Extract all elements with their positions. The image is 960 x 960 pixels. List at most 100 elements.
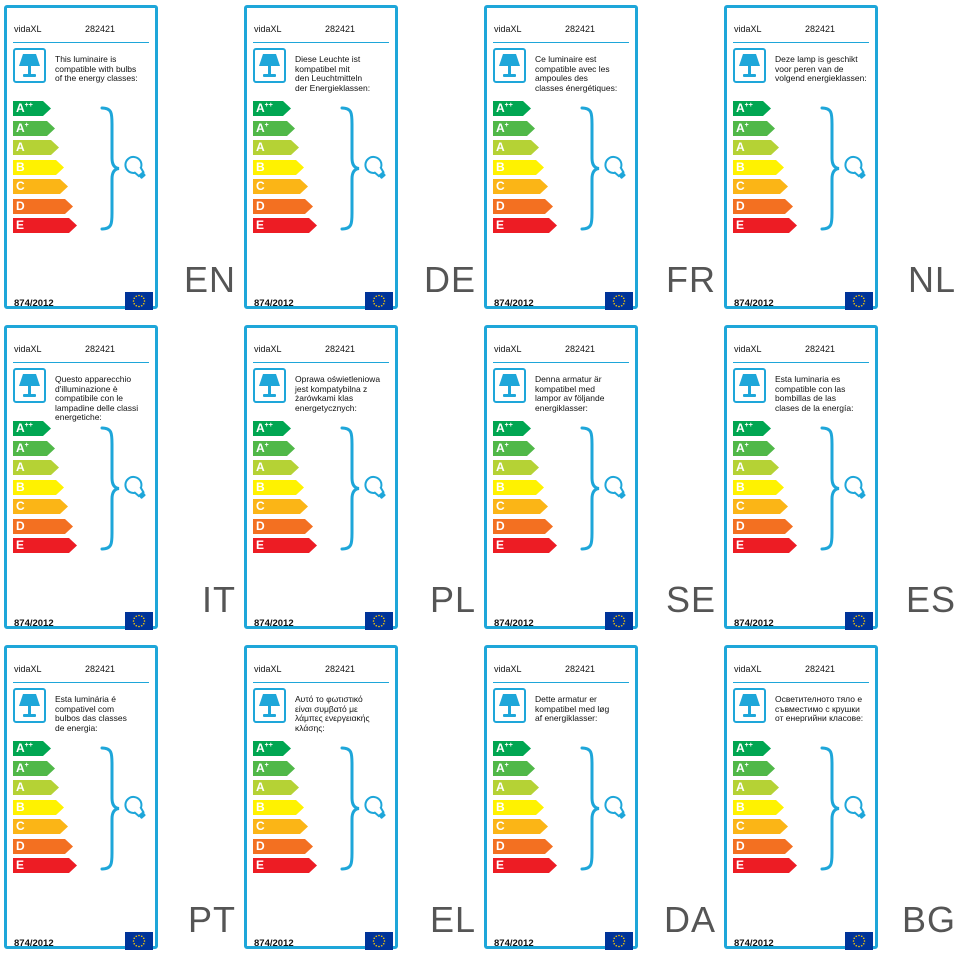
compatibility-text-line: compativel com xyxy=(55,703,115,714)
header-divider xyxy=(13,362,149,363)
energy-class-arrow-shape xyxy=(493,499,548,514)
compatibility-text: Осветителното тяло е съвместимо с крушки о… xyxy=(775,694,875,724)
energy-class-arrow: C xyxy=(493,819,548,834)
compatibility-text-line: kompatibel med løg xyxy=(535,703,610,714)
eu-flag-star xyxy=(133,302,136,305)
label-cell-el: vidaXL 282421 Αυτό το φωτιστικό είναι συμβα… xyxy=(240,640,480,960)
header-divider xyxy=(493,362,629,363)
energy-class-arrow: D xyxy=(253,838,313,854)
energy-class-letter-main: A xyxy=(496,421,505,435)
energy-class-letter-main: C xyxy=(256,499,265,513)
light-bulb-icon xyxy=(601,794,631,822)
light-bulb-icon xyxy=(121,474,151,502)
eu-flag-icon xyxy=(845,292,873,310)
energy-class-arrow: E xyxy=(493,858,557,873)
header-divider xyxy=(493,42,629,43)
light-bulb-shape xyxy=(124,155,146,179)
energy-class-arrow-shape xyxy=(493,101,531,116)
energy-class-letter-main: A xyxy=(736,440,745,455)
compatibility-text: Ce luminaire est compatible avec les ampou… xyxy=(535,54,635,93)
curly-brace-shape xyxy=(820,746,840,871)
energy-class-letter-main: A xyxy=(496,460,505,474)
energy-class-arrow-shape xyxy=(733,838,793,854)
eu-flag-star xyxy=(620,615,623,618)
energy-class-scale: A++ A+ A B C D E xyxy=(733,741,803,875)
table-lamp-icon xyxy=(739,54,760,77)
light-bulb-shape xyxy=(604,155,626,179)
energy-class-letter: A+ xyxy=(496,441,509,458)
product-code: 282421 xyxy=(805,344,836,354)
curly-brace-icon xyxy=(340,746,360,871)
compatibility-text-line: Questo apparecchio xyxy=(55,374,132,384)
energy-class-letter: D xyxy=(736,519,745,534)
energy-class-letter-sup: ++ xyxy=(264,422,273,429)
energy-class-letter-main: A xyxy=(736,101,745,115)
energy-class-arrow: B xyxy=(13,159,64,175)
energy-class-letter-main: A xyxy=(16,741,25,755)
energy-class-letter-sup: + xyxy=(504,121,509,129)
eu-flag-shape xyxy=(125,612,153,630)
energy-class-arrow: E xyxy=(13,538,77,553)
energy-class-arrow-shape xyxy=(13,120,55,136)
eu-flag-star xyxy=(862,622,865,625)
compatibility-text-line: jest kompatybilna z xyxy=(295,383,368,394)
energy-class-arrow-shape xyxy=(493,760,535,776)
compatibility-text-line: ampoules des xyxy=(535,73,588,84)
curly-brace-shape xyxy=(580,106,600,231)
eu-flag-star xyxy=(140,935,143,938)
energy-class-arrow: D xyxy=(493,198,553,214)
energy-class-letter-main: C xyxy=(16,819,25,833)
energy-class-letter-main: D xyxy=(496,518,505,533)
light-bulb-shape xyxy=(124,795,146,819)
energy-class-letter-sup: ++ xyxy=(504,742,513,749)
energy-class-letter-main: D xyxy=(16,198,25,213)
regulation-number: 874/2012 xyxy=(254,618,294,629)
energy-class-letter-main: E xyxy=(736,538,745,552)
energy-class-arrow-shape xyxy=(493,440,535,456)
energy-class-arrow-shape xyxy=(253,741,291,756)
energy-class-letter: A xyxy=(256,460,265,475)
compatibility-text: This luminaire is compatible with bulbs of… xyxy=(55,54,155,84)
energy-label-card: vidaXL 282421 Ce luminaire est compatible a… xyxy=(484,5,638,310)
energy-class-arrow: D xyxy=(733,838,793,854)
eu-flag-star xyxy=(382,937,385,940)
compatibility-text-line: kompatibel med xyxy=(535,383,596,394)
product-code: 282421 xyxy=(325,664,356,674)
regulation-number: 874/2012 xyxy=(254,298,294,309)
energy-label-card: vidaXL 282421 Denna armatur är kompatibel m… xyxy=(484,325,638,630)
energy-class-arrow-shape xyxy=(253,159,304,175)
regulation-number: 874/2012 xyxy=(494,618,534,629)
energy-class-arrow-shape xyxy=(733,799,784,815)
compatibility-text-line: Diese Leuchte ist xyxy=(295,54,361,64)
eu-flag-icon xyxy=(365,292,393,310)
energy-class-arrow-shape xyxy=(13,538,77,553)
energy-class-scale: A++ A+ A B C D E xyxy=(253,421,323,555)
energy-class-arrow: D xyxy=(733,198,793,214)
compatibility-text-line: d'illuminazione è xyxy=(55,383,118,394)
header-divider xyxy=(253,362,389,363)
brand-name: vidaXL xyxy=(14,24,42,34)
regulation-number: 874/2012 xyxy=(14,938,54,949)
eu-flag-star xyxy=(858,294,860,297)
compatibility-text-line: bombillas de las xyxy=(775,393,836,404)
eu-flag-star xyxy=(373,937,376,940)
energy-class-arrow-shape xyxy=(253,479,304,495)
energy-class-arrow: A xyxy=(733,780,779,795)
energy-class-letter-main: B xyxy=(16,799,25,814)
compatibility-text-line: bulbos das classes xyxy=(55,713,127,724)
energy-class-arrow: C xyxy=(733,819,788,834)
energy-class-arrow: D xyxy=(13,838,73,854)
energy-class-arrow-shape xyxy=(253,518,313,534)
energy-class-letter-main: A xyxy=(16,440,25,455)
energy-class-letter-main: A xyxy=(16,101,25,115)
energy-class-arrow: A xyxy=(13,460,59,475)
energy-class-arrow-shape xyxy=(493,741,531,756)
energy-class-arrow-shape xyxy=(13,760,55,776)
eu-flag-star xyxy=(860,944,863,947)
energy-class-letter: A++ xyxy=(256,741,273,758)
table-lamp-icon xyxy=(499,54,520,77)
energy-class-arrow-shape xyxy=(13,159,64,175)
energy-class-letter-main: A xyxy=(496,140,505,154)
lamp-icon-frame xyxy=(253,48,286,83)
